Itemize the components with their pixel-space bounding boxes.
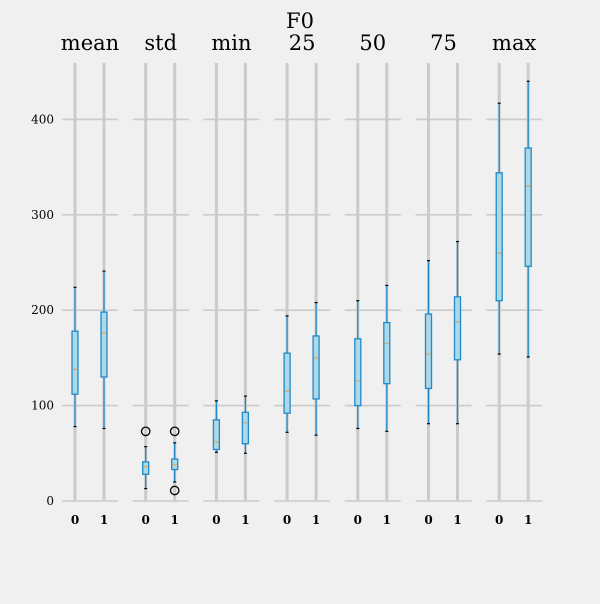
box-iqr bbox=[241, 411, 250, 445]
x-tick-label: 1 bbox=[312, 513, 320, 527]
box-iqr bbox=[142, 461, 150, 475]
box-iqr bbox=[524, 147, 532, 267]
flier-point bbox=[140, 426, 151, 437]
panel-title-mean: mean bbox=[61, 31, 119, 55]
flier-point bbox=[169, 485, 180, 496]
y-tick-label: 300 bbox=[31, 208, 54, 222]
panel-title-50: 50 bbox=[359, 31, 386, 55]
x-tick-label: 0 bbox=[424, 513, 432, 527]
chart-title: F0 bbox=[286, 9, 314, 33]
y-tick-label: 400 bbox=[31, 112, 54, 126]
y-tick-label: 0 bbox=[46, 494, 54, 508]
box-iqr bbox=[212, 419, 221, 451]
panel-title-min: min bbox=[211, 31, 251, 55]
box-iqr bbox=[71, 330, 79, 395]
x-tick-label: 1 bbox=[171, 513, 179, 527]
x-tick-label: 1 bbox=[524, 513, 532, 527]
x-tick-label: 0 bbox=[71, 513, 79, 527]
x-tick-label: 1 bbox=[241, 513, 249, 527]
x-tick-label: 0 bbox=[495, 513, 503, 527]
box-iqr bbox=[354, 338, 362, 407]
panel-title-25: 25 bbox=[289, 31, 316, 55]
box-iqr bbox=[495, 172, 503, 302]
x-tick-label: 0 bbox=[212, 513, 220, 527]
box-iqr bbox=[100, 311, 108, 378]
y-tick-label: 100 bbox=[31, 399, 54, 413]
box-iqr bbox=[283, 352, 291, 414]
x-tick-label: 0 bbox=[142, 513, 150, 527]
box-iqr bbox=[424, 313, 433, 390]
flier-point bbox=[169, 426, 180, 437]
box-iqr bbox=[312, 335, 320, 400]
y-tick-label: 200 bbox=[31, 303, 54, 317]
panel-title-max: max bbox=[492, 31, 536, 55]
panel-title-75: 75 bbox=[430, 31, 457, 55]
panel-title-std: std bbox=[144, 31, 177, 55]
x-tick-label: 1 bbox=[453, 513, 461, 527]
x-tick-label: 0 bbox=[354, 513, 362, 527]
box-iqr bbox=[383, 321, 391, 385]
x-tick-label: 1 bbox=[383, 513, 391, 527]
x-tick-label: 0 bbox=[283, 513, 291, 527]
x-tick-label: 1 bbox=[100, 513, 108, 527]
box-iqr bbox=[453, 296, 462, 361]
